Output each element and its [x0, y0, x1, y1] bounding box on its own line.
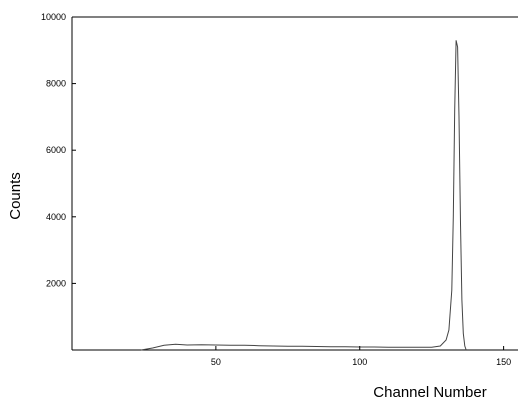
y-tick-label: 8000 — [46, 79, 66, 89]
x-tick-label: 50 — [211, 357, 221, 367]
y-tick-label: 2000 — [46, 278, 66, 288]
y-tick-label: 6000 — [46, 145, 66, 155]
y-axis-ticks: 2000 4000 6000 8000 10000 — [41, 12, 76, 288]
y-axis-label: Counts — [7, 172, 24, 220]
plot-area — [71, 16, 518, 351]
x-axis-ticks: 50 100 150 — [211, 346, 511, 367]
y-tick-label: 4000 — [46, 212, 66, 222]
x-tick-label: 150 — [496, 357, 511, 367]
x-tick-label: 100 — [352, 357, 367, 367]
x-axis-label: Channel Number — [373, 384, 486, 401]
series-line — [141, 40, 467, 351]
y-tick-label: 10000 — [41, 12, 66, 22]
